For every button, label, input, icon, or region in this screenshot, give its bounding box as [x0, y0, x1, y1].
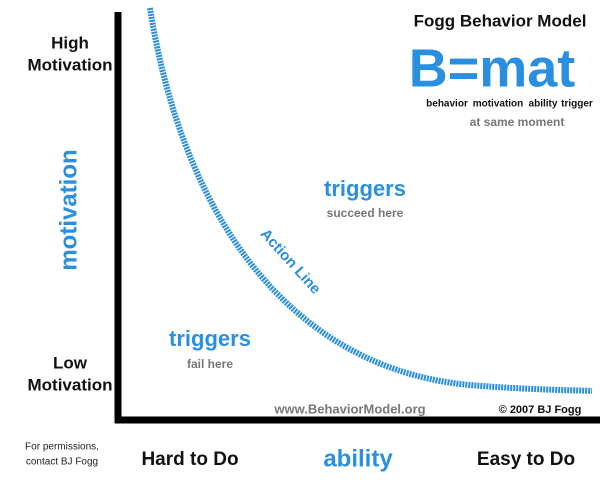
permissions: For permissions, [25, 442, 99, 453]
x-right-label: Easy to Do [477, 449, 575, 470]
x-axis-title: ability [323, 445, 393, 472]
formula-term: motivation [473, 99, 524, 110]
y-bottom-label: Low [53, 353, 88, 372]
formula-note: at same moment [470, 115, 565, 129]
region-title: triggers [169, 326, 251, 351]
region-note: fail here [187, 357, 233, 371]
y-bottom-label: Motivation [28, 375, 113, 394]
permissions: contact BJ Fogg [26, 457, 98, 468]
y-top-label: High [51, 33, 89, 52]
formula: B=mat [409, 38, 576, 98]
website: www.BehaviorModel.org [273, 401, 425, 416]
copyright: © 2007 BJ Fogg [499, 404, 582, 416]
y-top-label: Motivation [28, 55, 113, 74]
formula-term: ability [529, 99, 558, 110]
x-left-label: Hard to Do [141, 449, 238, 470]
y-axis-title: motivation [55, 149, 82, 270]
title: Fogg Behavior Model [414, 11, 587, 30]
formula-term: behavior [426, 99, 468, 110]
formula-term: trigger [561, 99, 593, 110]
region-title: triggers [324, 176, 406, 201]
region-note: succeed here [327, 206, 404, 220]
action-line [147, 7, 593, 394]
